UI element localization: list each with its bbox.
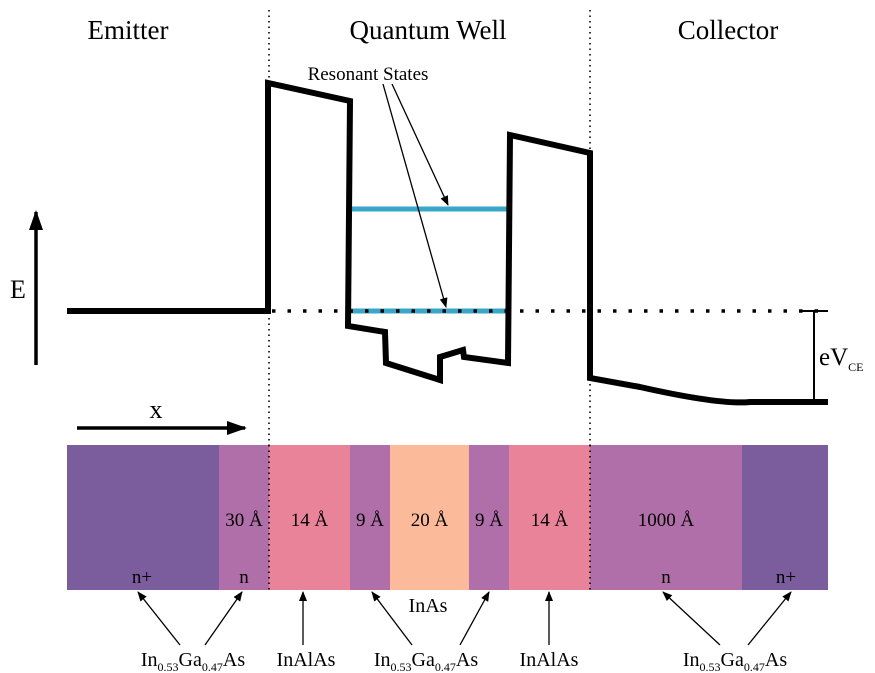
layer-9 xyxy=(742,445,828,590)
layer-stack: n+ 30 Å n 14 Å 9 Å 20 Å 9 Å 14 Å 1000 Å n n+ xyxy=(67,445,828,590)
layer-1-doping: n+ xyxy=(132,567,152,588)
material-label-inalas-right: InAlAs xyxy=(520,649,579,671)
pointer-ingaas-to-spacer-left xyxy=(371,591,413,646)
layer-6-thickness: 9 Å xyxy=(475,510,503,531)
resonant-states-label: Resonant States xyxy=(308,64,429,85)
material-label-inalas-left: InAlAs xyxy=(277,649,336,671)
layer-6 xyxy=(469,445,509,590)
bias-label: eVCE xyxy=(819,344,864,374)
conduction-band-profile xyxy=(67,79,828,406)
material-label-ingaas-center: In0.53Ga0.47As xyxy=(374,649,478,673)
bias-label-main: eV xyxy=(819,344,848,371)
svg-text:In0.53Ga0.47As: In0.53Ga0.47As xyxy=(374,649,478,673)
svg-text:In0.53Ga0.47As: In0.53Ga0.47As xyxy=(683,649,787,673)
pointer-ingaas-to-collector-nplus xyxy=(747,591,792,646)
pointer-ingaas-to-emitter-nplus xyxy=(137,591,181,646)
region-label-emitter: Emitter xyxy=(88,15,169,45)
pointer-ingaas-to-emitter-n xyxy=(204,591,243,646)
layer-2-thickness: 30 Å xyxy=(225,510,263,531)
region-label-collector: Collector xyxy=(678,15,778,45)
layer-4 xyxy=(350,445,390,590)
layer-5-thickness: 20 Å xyxy=(411,510,449,531)
layer-8-doping: n xyxy=(661,567,671,588)
layer-5 xyxy=(390,445,469,590)
layer-7-thickness: 14 Å xyxy=(531,510,569,531)
material-label-ingaas-right: In0.53Ga0.47As xyxy=(683,649,787,673)
layer-3 xyxy=(269,445,350,590)
layer-1 xyxy=(67,445,219,590)
bias-label-sub: CE xyxy=(848,360,863,374)
layer-8-thickness: 1000 Å xyxy=(638,510,695,531)
svg-text:In0.53Ga0.47As: In0.53Ga0.47As xyxy=(141,649,245,673)
resonant-arrow-lower xyxy=(382,83,448,308)
layer-8 xyxy=(590,445,742,590)
layer-2-doping: n xyxy=(239,567,249,588)
layer-4-thickness: 9 Å xyxy=(356,510,384,531)
material-pointer-arrows xyxy=(137,591,792,646)
layer-2 xyxy=(219,445,269,590)
energy-axis-label: E xyxy=(10,275,26,304)
pointer-ingaas-to-collector-n xyxy=(662,591,721,646)
material-label-ingaas-left: In0.53Ga0.47As xyxy=(141,649,245,673)
layer-7 xyxy=(509,445,590,590)
position-axis-label: x xyxy=(150,395,163,424)
layer-3-thickness: 14 Å xyxy=(291,510,329,531)
material-label-inas: InAs xyxy=(409,595,448,617)
resonant-arrow-upper xyxy=(391,83,449,206)
layer-9-doping: n+ xyxy=(776,567,796,588)
region-label-quantum-well: Quantum Well xyxy=(349,15,506,45)
pointer-ingaas-to-spacer-right xyxy=(459,591,490,646)
